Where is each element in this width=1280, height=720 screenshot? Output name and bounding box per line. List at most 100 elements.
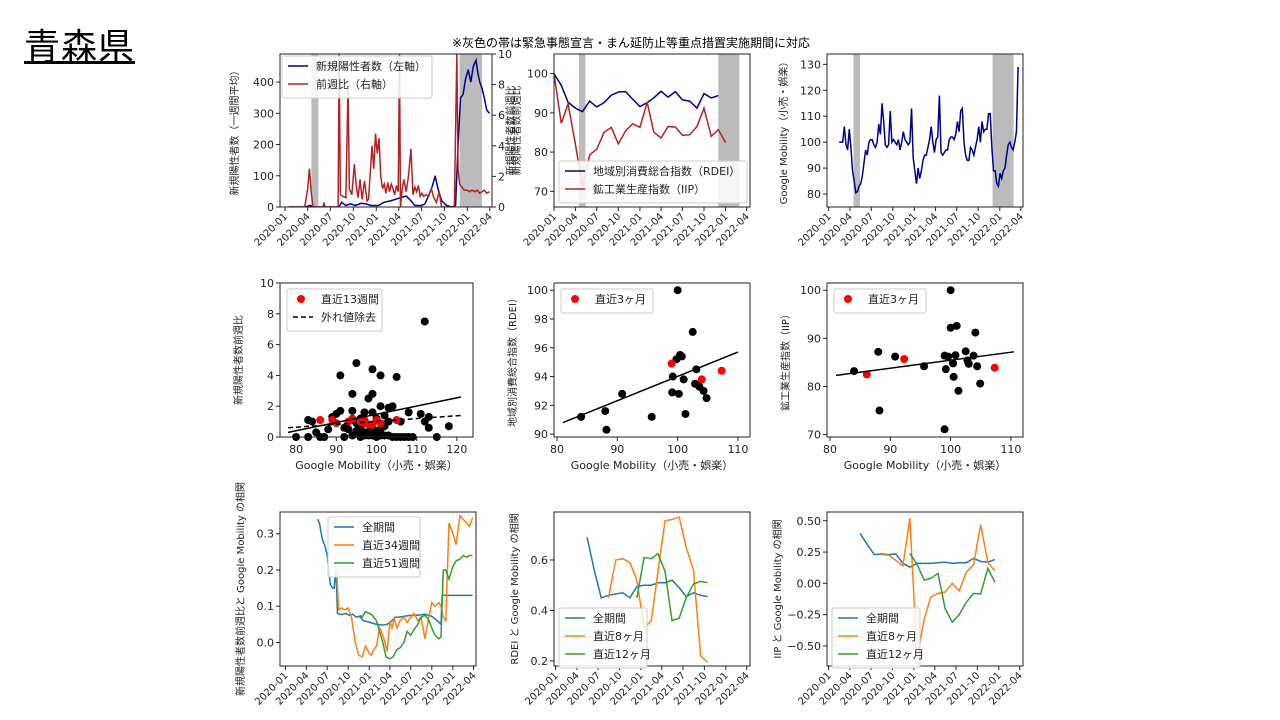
legend-box (286, 288, 383, 332)
data-point (404, 408, 413, 417)
regression-line-outlier-removed (287, 414, 461, 429)
chart-corr-cases: 0.0 0.1 0.2 0.3 新規陽性者数前週比と Google Mobility の… (234, 482, 479, 708)
data-point (699, 386, 708, 395)
y-tick-label: 6 (267, 339, 274, 352)
legend-label: 地域別消費総合指数（RDEI） (593, 164, 740, 178)
legend-box (558, 160, 748, 204)
data-point (874, 347, 883, 356)
y-tick-label: −0.50 (787, 640, 821, 653)
y-tick-label: 4 (498, 140, 505, 153)
data-point (964, 359, 973, 368)
data-point (424, 412, 433, 421)
x-tick-label: 100 (366, 443, 387, 456)
data-point (946, 286, 955, 295)
y-tick-label: 80 (807, 188, 821, 201)
data-point (961, 347, 970, 356)
data-point (647, 412, 656, 421)
data-point-recent (697, 375, 706, 384)
data-point (951, 351, 960, 360)
y-axis-label: 新規陽性者数前週比 (232, 315, 245, 405)
data-point (344, 425, 353, 434)
data-point (324, 425, 333, 434)
regression-line (835, 351, 1015, 377)
x-tick-label: 110 (727, 443, 748, 456)
y-tick-label: 6 (498, 109, 505, 122)
legend-box (281, 55, 433, 99)
legend-label: 前週比（右軸） (316, 77, 393, 91)
series-line (316, 518, 473, 627)
series-line (586, 537, 708, 599)
legend-label: 直近8ヶ月 (593, 629, 644, 643)
plot-frame (553, 282, 751, 438)
data-point (969, 351, 978, 360)
data-point-recent (862, 370, 871, 379)
data-point (946, 323, 955, 332)
y-tick-label: 8 (498, 79, 505, 92)
data-point (388, 402, 397, 411)
x-tick-label: 100 (940, 443, 961, 456)
x-tick-label: 120 (446, 443, 467, 456)
plot-frame (279, 282, 474, 438)
data-point (336, 371, 345, 380)
data-point-recent (376, 419, 385, 428)
y-tick-label: 100 (800, 136, 821, 149)
legend-label: 全期間 (362, 520, 395, 534)
data-point (602, 425, 611, 434)
data-point (376, 371, 385, 380)
y-tick-label: 120 (800, 84, 821, 97)
data-point (352, 359, 361, 368)
y-axis-label: 地域別消費総合指数（RDEI） (506, 293, 519, 427)
data-point-recent (667, 359, 676, 368)
y-tick-label: 90 (534, 428, 548, 441)
y-tick-label: 0 (267, 431, 274, 444)
x-tick-label: 80 (289, 443, 303, 456)
y-tick-label: 0.3 (257, 528, 275, 541)
series-line (288, 54, 490, 207)
data-point (392, 372, 401, 381)
data-point (348, 406, 357, 415)
y-axis-label: 新規陽性者数前週比と Google Mobility の相関 (234, 482, 247, 696)
data-point (348, 389, 357, 398)
y-tick-label: 4 (267, 369, 274, 382)
data-point (973, 362, 982, 371)
y-axis-label: Google Mobility（小売・娯楽） (777, 57, 790, 205)
legend-label: 直近51週間 (362, 556, 420, 570)
y-tick-label: 300 (253, 107, 274, 120)
plot-frame (279, 53, 493, 208)
legend-label: 新規陽性者数（左軸） (316, 59, 426, 73)
y-tick-label: 90 (807, 332, 821, 345)
y-tick-label: 0.0 (257, 636, 275, 649)
legend-label: 鉱工業生産指数（IIP） (593, 182, 705, 196)
data-point (944, 352, 953, 361)
legend-label: 直近12ヶ月 (593, 647, 651, 661)
chart-cases: 0 100 200 300 400 新規陽性者数（一週間平均） 0 2 4 6 8 10 新規陽性者数前… (228, 48, 523, 249)
y-tick-label: 110 (800, 110, 821, 123)
y-tick-label: 0.1 (257, 600, 275, 613)
x-tick-label: 110 (406, 443, 427, 456)
legend-box (833, 288, 927, 314)
plot-frame (826, 282, 1024, 438)
legend-label: 外れ値除去 (321, 310, 376, 324)
emergency-period-band (853, 54, 861, 207)
y-tick-label: 100 (527, 68, 548, 81)
legend-marker (844, 295, 852, 303)
data-point (336, 406, 345, 415)
chart-corr-iip: −0.50 −0.25 0.00 0.25 0.50 IIP と Google Mobil… (771, 511, 1025, 708)
data-point (677, 352, 686, 361)
y-tick-label: 2 (498, 170, 505, 183)
y-tick-label: 92 (534, 399, 548, 412)
y-tick-label: 80 (534, 146, 548, 159)
y-axis-label: IIP と Google Mobility の相関 (771, 519, 784, 658)
y-tick-label: 10 (498, 48, 512, 61)
y-tick-label: 0.4 (531, 604, 549, 617)
regression-line (562, 351, 739, 424)
y-axis-label: 新規陽性者数前週比 (504, 86, 517, 176)
data-point (601, 407, 610, 416)
x-axis-label: Google Mobility（小売・娯楽） (571, 458, 733, 472)
data-point (702, 394, 711, 403)
y-tick-label: 0.2 (531, 655, 549, 668)
y-tick-label: 100 (800, 284, 821, 297)
